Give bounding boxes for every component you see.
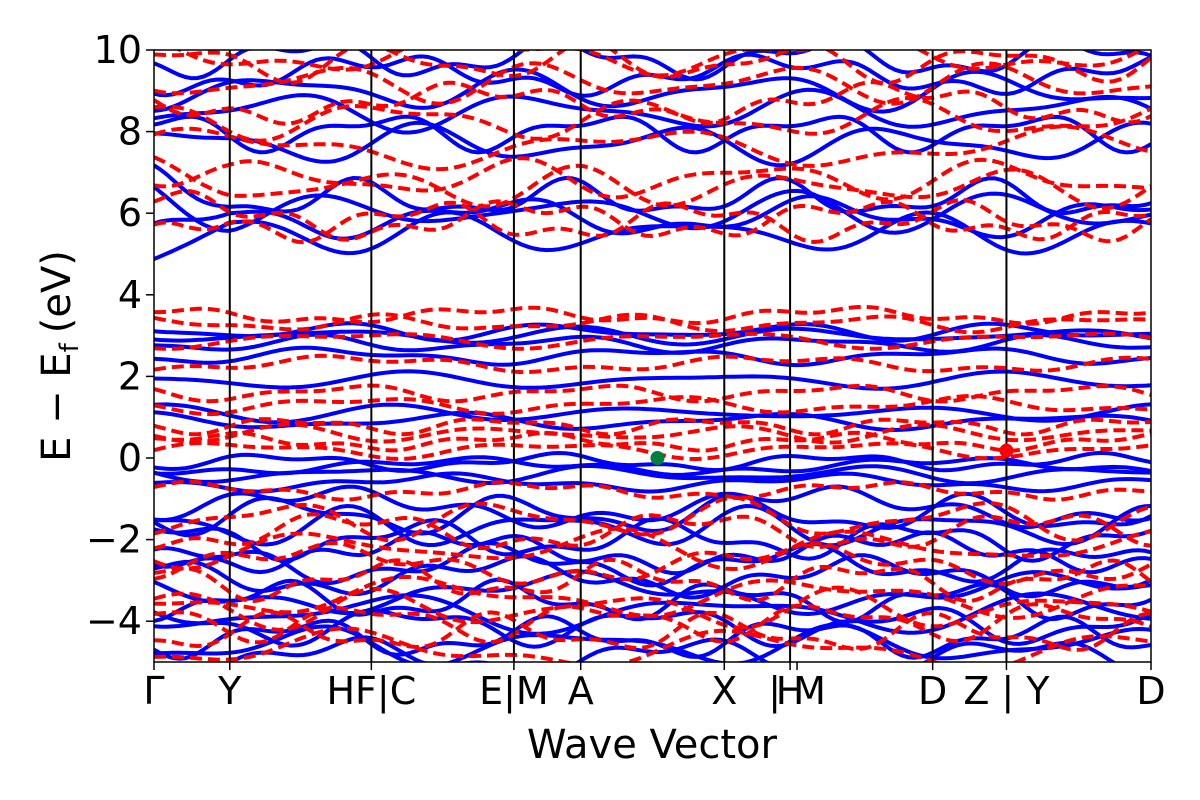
band-dashed-24 (154, 541, 1151, 586)
x-tick-label: D (1136, 669, 1165, 713)
band-dashed-5 (154, 124, 1151, 172)
band-dashed-13 (154, 353, 1151, 375)
y-tick-label: 0 (118, 436, 142, 480)
band-dashed-28 (154, 602, 1151, 645)
y-tick-label: −4 (86, 599, 142, 643)
band-solid-4 (154, 114, 1151, 155)
y-tick-label: 6 (118, 191, 142, 235)
band-solid-33 (154, 622, 1151, 662)
band-solid-13 (154, 345, 1151, 368)
band-dashed-1 (154, 50, 1151, 86)
y-axis: 10 8 6 4 2 0 −2 −4 (86, 28, 154, 643)
band-dashed-2 (154, 61, 1151, 106)
band-dashed-14 (154, 383, 1151, 404)
y-tick-label: 4 (118, 273, 142, 317)
band-solid-2 (154, 67, 1151, 114)
x-tick-label: Z | Y (963, 669, 1050, 714)
band-solid-22 (154, 491, 1151, 538)
band-solid-20 (154, 471, 1151, 494)
band-dashed-10 (154, 304, 1151, 326)
band-dashed-27 (154, 585, 1151, 632)
x-tick-label: | M (768, 669, 826, 714)
band-dashed-21 (154, 495, 1151, 543)
band-solid-30 (154, 591, 1151, 636)
band-dashed-18 (154, 430, 1151, 453)
band-solid-25 (154, 530, 1151, 576)
kpoint-boundaries (228, 50, 1008, 662)
y-tick-label: 8 (118, 110, 142, 154)
band-dashed-23 (154, 526, 1151, 571)
band-dashed-8 (154, 189, 1151, 242)
x-tick-label: X (711, 669, 737, 713)
y-tick-label: −2 (86, 518, 142, 562)
band-dashed-17 (154, 422, 1151, 445)
band-dashed-6 (154, 156, 1151, 202)
y-axis-title-unit: (eV) (34, 250, 80, 333)
y-tick-label: 2 (118, 354, 142, 398)
band-solid-17 (154, 450, 1151, 473)
band-solid-23 (154, 504, 1151, 548)
point-marker-0 (650, 451, 665, 465)
band-dashed-11 (154, 312, 1151, 335)
markers-layer (650, 443, 1014, 465)
band-solid-27 (154, 553, 1151, 600)
x-axis: Γ Y HF|C E|M A X H| M D Z | Y D (143, 662, 1166, 714)
band-dashed-22 (154, 512, 1151, 551)
x-tick-label: E|M (479, 669, 549, 714)
plot-frame (153, 49, 1152, 663)
y-axis-title: E − Ef (eV) (34, 250, 85, 462)
bands-layer (154, 50, 1151, 662)
x-axis-title: Wave Vector (527, 722, 778, 768)
band-solid-3 (154, 87, 1151, 135)
band-dashed-19 (154, 441, 1151, 461)
x-tick-label: Γ (143, 669, 164, 713)
band-dashed-15 (154, 394, 1151, 417)
y-tick-label: 10 (94, 28, 142, 72)
y-axis-title-subscript: f (55, 342, 85, 352)
band-dashed-20 (154, 479, 1151, 502)
band-dashed-30 (154, 626, 1151, 662)
band-solid-24 (154, 516, 1151, 563)
y-axis-title-main: E − E (34, 352, 80, 462)
x-tick-label: A (568, 669, 594, 713)
band-dashed-16 (154, 417, 1151, 437)
point-marker-1 (999, 443, 1014, 458)
band-solid-15 (154, 402, 1151, 425)
band-solid-19 (154, 463, 1151, 486)
band-solid-7 (154, 185, 1151, 235)
x-tick-label: D (918, 669, 947, 713)
band-dashed-12 (154, 331, 1151, 351)
x-tick-label: Y (217, 669, 242, 713)
band-dashed-0 (175, 50, 1146, 78)
x-tick-label: HF|C (326, 669, 416, 714)
band-dashed-9 (154, 198, 1151, 245)
band-dashed-3 (154, 80, 1151, 126)
band-solid-9 (154, 210, 1151, 261)
band-solid-14 (154, 369, 1151, 391)
band-dashed-4 (154, 96, 1151, 143)
band-dashed-29 (154, 610, 1151, 652)
x-tick-label: H (776, 669, 805, 713)
